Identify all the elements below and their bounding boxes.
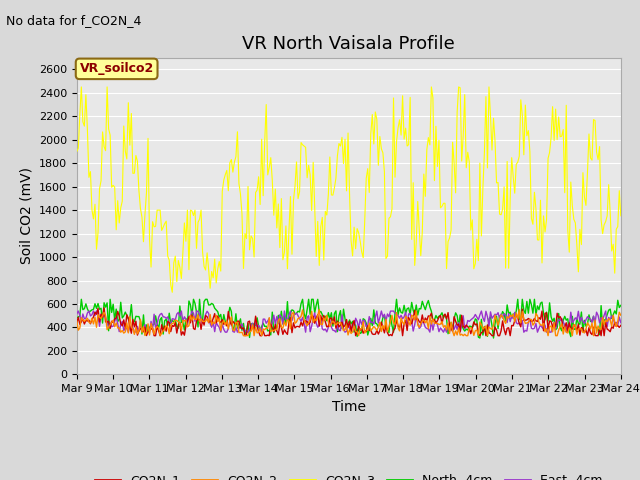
Title: VR North Vaisala Profile: VR North Vaisala Profile: [243, 35, 455, 53]
Y-axis label: Soil CO2 (mV): Soil CO2 (mV): [19, 168, 33, 264]
Text: No data for f_CO2N_4: No data for f_CO2N_4: [6, 14, 142, 27]
Text: VR_soilco2: VR_soilco2: [79, 62, 154, 75]
Legend: CO2N_1, CO2N_2, CO2N_3, North -4cm, East -4cm: CO2N_1, CO2N_2, CO2N_3, North -4cm, East…: [90, 469, 608, 480]
X-axis label: Time: Time: [332, 400, 366, 414]
